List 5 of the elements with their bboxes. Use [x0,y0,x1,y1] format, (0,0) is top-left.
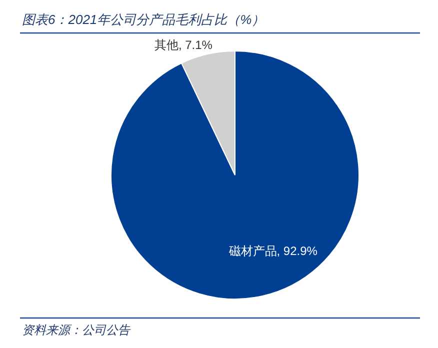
slice-label: 磁材产品, 92.9% [228,244,318,258]
text: 资料来源：公司公告 [22,323,131,337]
chart-title: 图表6：2021年公司分产品毛利占比（%） [22,12,265,27]
slice-label: 其他, 7.1% [154,38,213,52]
pie-slice [110,50,360,300]
